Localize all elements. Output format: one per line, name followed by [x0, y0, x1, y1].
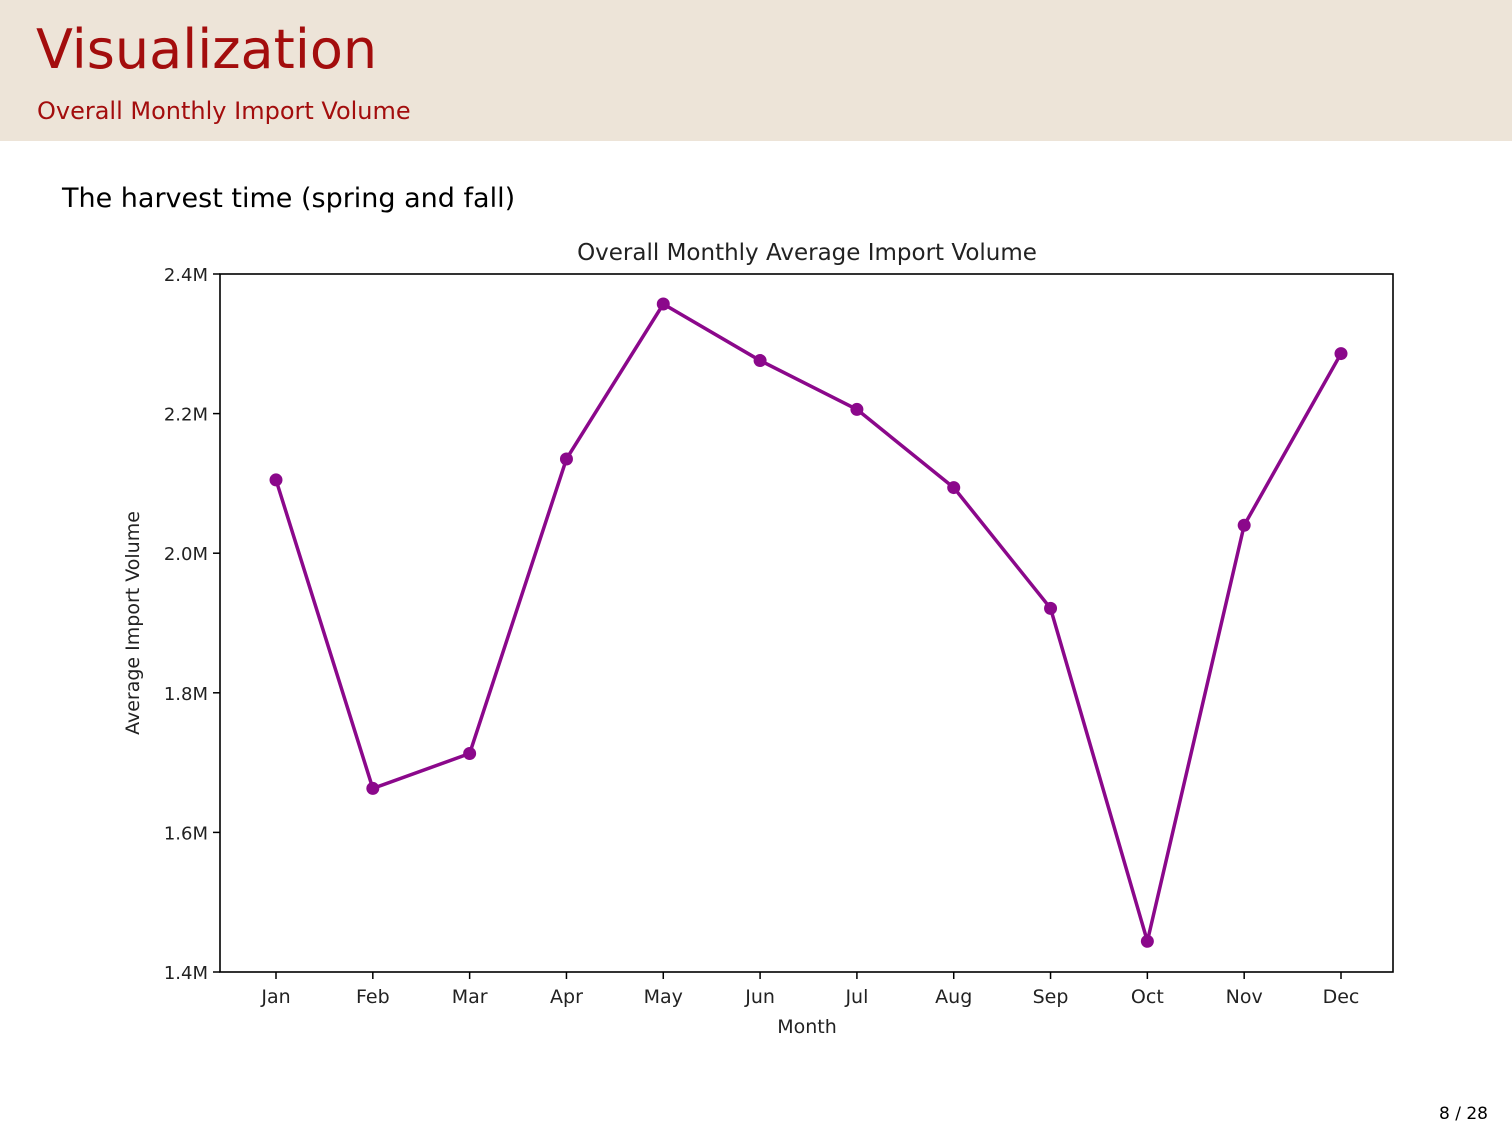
data-point [269, 473, 283, 487]
data-point [366, 781, 380, 795]
data-point [656, 297, 670, 311]
data-point [947, 481, 961, 495]
line-chart: Overall Monthly Average Import Volume Mo… [122, 240, 1394, 1038]
x-tick-label: Feb [356, 986, 390, 1008]
data-point [1044, 601, 1058, 615]
x-tick-label: Sep [1033, 986, 1069, 1008]
slide-header: Visualization Overall Monthly Import Vol… [0, 0, 1512, 141]
y-tick-label: 1.4M [164, 963, 208, 984]
y-tick-label: 1.8M [164, 684, 208, 705]
y-axis: 1.4M 1.6M 1.8M 2.0M 2.2M 2.4M [164, 265, 220, 984]
body-text: The harvest time (spring and fall) [62, 183, 516, 214]
x-tick-label: Oct [1131, 986, 1164, 1008]
page-number: 8 / 28 [1439, 1104, 1488, 1124]
data-point [1140, 934, 1154, 948]
x-tick-label: Jul [844, 986, 868, 1008]
x-tick-label: May [644, 986, 683, 1008]
x-tick-label: Mar [452, 986, 488, 1008]
y-tick-label: 2.0M [164, 544, 208, 565]
y-tick-label: 1.6M [164, 823, 208, 844]
x-tick-label: Jan [260, 986, 290, 1008]
slide-title: Visualization [36, 18, 378, 81]
x-axis-label: Month [777, 1016, 837, 1038]
plot-frame [219, 273, 1394, 973]
x-tick-label: Jun [744, 986, 775, 1008]
y-tick-label: 2.2M [164, 405, 208, 426]
data-markers [269, 297, 1348, 948]
y-axis-label: Average Import Volume [122, 511, 144, 735]
data-point [850, 402, 864, 416]
data-point [463, 747, 477, 761]
x-tick-label: Dec [1323, 986, 1360, 1008]
x-axis: Jan Feb Mar Apr May Jun Jul Aug Sep Oct Nov Dec [260, 972, 1359, 1008]
data-point [1334, 347, 1348, 361]
data-point [753, 354, 767, 368]
chart-title: Overall Monthly Average Import Volume [577, 240, 1037, 266]
x-tick-label: Aug [935, 986, 972, 1008]
y-tick-label: 2.4M [164, 265, 208, 286]
slide-subtitle: Overall Monthly Import Volume [37, 97, 411, 125]
series-line [274, 302, 1343, 944]
data-point [1237, 518, 1251, 532]
data-point [559, 452, 573, 466]
x-tick-label: Nov [1226, 986, 1263, 1008]
x-tick-label: Apr [550, 986, 583, 1008]
